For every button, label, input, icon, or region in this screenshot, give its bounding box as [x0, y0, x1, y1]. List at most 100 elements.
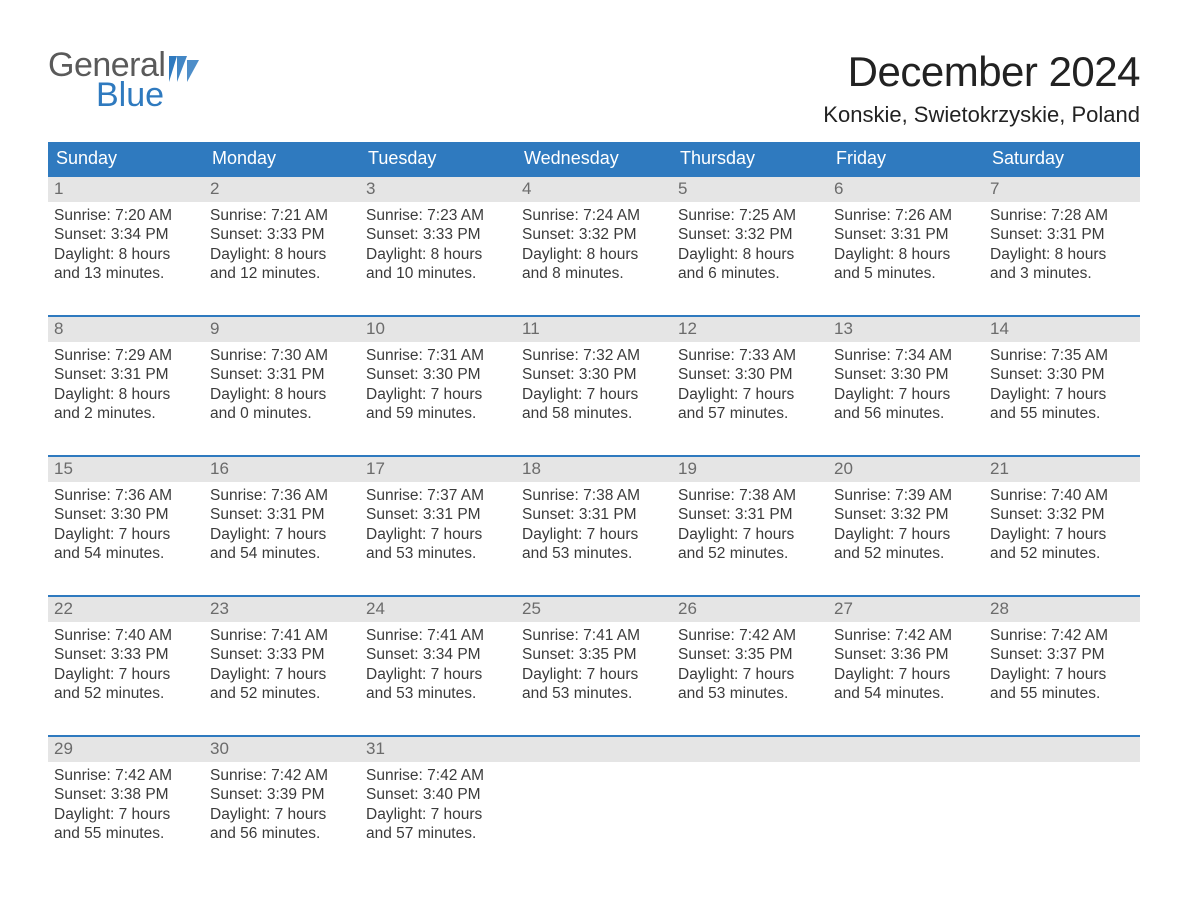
day-detail-line: Daylight: 8 hours	[366, 245, 510, 264]
day-detail-line: Sunrise: 7:32 AM	[522, 346, 666, 365]
day-number: 28	[984, 597, 1140, 622]
day-detail-line: Daylight: 7 hours	[366, 385, 510, 404]
day-detail-line: Sunset: 3:31 PM	[210, 365, 354, 384]
day-details: Sunrise: 7:28 AMSunset: 3:31 PMDaylight:…	[984, 202, 1140, 290]
day-header: Friday	[828, 142, 984, 176]
day-number: 2	[204, 177, 360, 202]
day-detail-line: Daylight: 7 hours	[366, 525, 510, 544]
day-header: Tuesday	[360, 142, 516, 176]
day-detail-line: and 55 minutes.	[54, 824, 198, 843]
day-details: Sunrise: 7:40 AMSunset: 3:32 PMDaylight:…	[984, 482, 1140, 570]
day-header: Wednesday	[516, 142, 672, 176]
day-detail-line: Daylight: 8 hours	[54, 385, 198, 404]
day-detail-line: and 55 minutes.	[990, 684, 1134, 703]
calendar-week-row: 1Sunrise: 7:20 AMSunset: 3:34 PMDaylight…	[48, 176, 1140, 316]
calendar-cell	[828, 736, 984, 876]
page: General Blue December 2024 Konskie, Swie…	[0, 0, 1188, 918]
day-detail-line: Sunrise: 7:41 AM	[210, 626, 354, 645]
calendar-cell: 19Sunrise: 7:38 AMSunset: 3:31 PMDayligh…	[672, 456, 828, 596]
logo: General Blue	[48, 48, 205, 112]
day-details: Sunrise: 7:36 AMSunset: 3:31 PMDaylight:…	[204, 482, 360, 570]
day-number: 21	[984, 457, 1140, 482]
calendar-cell: 25Sunrise: 7:41 AMSunset: 3:35 PMDayligh…	[516, 596, 672, 736]
day-number: 29	[48, 737, 204, 762]
calendar-cell	[672, 736, 828, 876]
day-detail-line: Sunrise: 7:23 AM	[366, 206, 510, 225]
day-number: 26	[672, 597, 828, 622]
day-detail-line: Daylight: 7 hours	[210, 805, 354, 824]
day-detail-line: Sunset: 3:30 PM	[366, 365, 510, 384]
day-detail-line: Sunrise: 7:38 AM	[522, 486, 666, 505]
calendar-cell: 3Sunrise: 7:23 AMSunset: 3:33 PMDaylight…	[360, 176, 516, 316]
day-detail-line: and 53 minutes.	[366, 684, 510, 703]
calendar-cell: 24Sunrise: 7:41 AMSunset: 3:34 PMDayligh…	[360, 596, 516, 736]
day-detail-line: and 10 minutes.	[366, 264, 510, 283]
day-detail-line: and 53 minutes.	[522, 684, 666, 703]
day-detail-line: and 13 minutes.	[54, 264, 198, 283]
day-detail-line: Daylight: 8 hours	[522, 245, 666, 264]
day-detail-line: and 12 minutes.	[210, 264, 354, 283]
day-number: 30	[204, 737, 360, 762]
day-number: 13	[828, 317, 984, 342]
day-detail-line: and 52 minutes.	[990, 544, 1134, 563]
day-details: Sunrise: 7:38 AMSunset: 3:31 PMDaylight:…	[516, 482, 672, 570]
day-number: 18	[516, 457, 672, 482]
day-detail-line: Sunrise: 7:41 AM	[522, 626, 666, 645]
day-detail-line: Sunset: 3:38 PM	[54, 785, 198, 804]
day-detail-line: Sunset: 3:40 PM	[366, 785, 510, 804]
day-detail-line: Sunset: 3:31 PM	[210, 505, 354, 524]
day-number: 4	[516, 177, 672, 202]
day-header: Thursday	[672, 142, 828, 176]
calendar-cell: 16Sunrise: 7:36 AMSunset: 3:31 PMDayligh…	[204, 456, 360, 596]
day-detail-line: and 8 minutes.	[522, 264, 666, 283]
day-details: Sunrise: 7:20 AMSunset: 3:34 PMDaylight:…	[48, 202, 204, 290]
day-detail-line: Sunset: 3:31 PM	[522, 505, 666, 524]
day-detail-line: Sunset: 3:32 PM	[522, 225, 666, 244]
day-details: Sunrise: 7:26 AMSunset: 3:31 PMDaylight:…	[828, 202, 984, 290]
calendar-cell: 11Sunrise: 7:32 AMSunset: 3:30 PMDayligh…	[516, 316, 672, 456]
day-detail-line: Sunset: 3:34 PM	[54, 225, 198, 244]
day-number: 20	[828, 457, 984, 482]
calendar-cell: 20Sunrise: 7:39 AMSunset: 3:32 PMDayligh…	[828, 456, 984, 596]
day-details: Sunrise: 7:41 AMSunset: 3:33 PMDaylight:…	[204, 622, 360, 710]
day-detail-line: Sunset: 3:31 PM	[366, 505, 510, 524]
day-details: Sunrise: 7:32 AMSunset: 3:30 PMDaylight:…	[516, 342, 672, 430]
calendar-cell: 6Sunrise: 7:26 AMSunset: 3:31 PMDaylight…	[828, 176, 984, 316]
day-detail-line: Daylight: 7 hours	[54, 525, 198, 544]
day-detail-line: Sunset: 3:33 PM	[210, 645, 354, 664]
day-detail-line: Sunset: 3:39 PM	[210, 785, 354, 804]
day-detail-line: Sunset: 3:33 PM	[366, 225, 510, 244]
calendar-cell: 4 Sunrise: 7:24 AMSunset: 3:32 PMDaylight…	[516, 176, 672, 316]
day-details: Sunrise: 7:34 AMSunset: 3:30 PMDaylight:…	[828, 342, 984, 430]
day-detail-line: Daylight: 8 hours	[678, 245, 822, 264]
day-detail-line: Sunrise: 7:41 AM	[366, 626, 510, 645]
day-header: Saturday	[984, 142, 1140, 176]
day-details: Sunrise: 7:40 AMSunset: 3:33 PMDaylight:…	[48, 622, 204, 710]
calendar-week-row: 8Sunrise: 7:29 AMSunset: 3:31 PMDaylight…	[48, 316, 1140, 456]
day-detail-line: Daylight: 7 hours	[834, 525, 978, 544]
day-detail-line: Daylight: 7 hours	[366, 665, 510, 684]
day-number: 14	[984, 317, 1140, 342]
day-details: Sunrise: 7:42 AMSunset: 3:38 PMDaylight:…	[48, 762, 204, 850]
calendar-cell: 28Sunrise: 7:42 AMSunset: 3:37 PMDayligh…	[984, 596, 1140, 736]
day-detail-line: and 58 minutes.	[522, 404, 666, 423]
day-detail-line: Sunrise: 7:38 AM	[678, 486, 822, 505]
day-detail-line: Daylight: 7 hours	[522, 665, 666, 684]
day-detail-line: and 52 minutes.	[834, 544, 978, 563]
day-header-row: Sunday Monday Tuesday Wednesday Thursday…	[48, 142, 1140, 176]
day-detail-line: Daylight: 7 hours	[678, 385, 822, 404]
day-detail-line: Sunrise: 7:24 AM	[522, 206, 666, 225]
day-detail-line: and 0 minutes.	[210, 404, 354, 423]
calendar-cell: 9Sunrise: 7:30 AMSunset: 3:31 PMDaylight…	[204, 316, 360, 456]
calendar-cell: 1Sunrise: 7:20 AMSunset: 3:34 PMDaylight…	[48, 176, 204, 316]
calendar-cell	[516, 736, 672, 876]
top-row: General Blue December 2024 Konskie, Swie…	[48, 48, 1140, 128]
calendar-cell: 13Sunrise: 7:34 AMSunset: 3:30 PMDayligh…	[828, 316, 984, 456]
day-detail-line: Sunset: 3:32 PM	[678, 225, 822, 244]
calendar-cell: 18Sunrise: 7:38 AMSunset: 3:31 PMDayligh…	[516, 456, 672, 596]
day-details: Sunrise: 7:39 AMSunset: 3:32 PMDaylight:…	[828, 482, 984, 570]
day-detail-line: Sunrise: 7:25 AM	[678, 206, 822, 225]
day-detail-line: Daylight: 7 hours	[54, 665, 198, 684]
day-detail-line: Sunrise: 7:39 AM	[834, 486, 978, 505]
day-details: Sunrise: 7:21 AMSunset: 3:33 PMDaylight:…	[204, 202, 360, 290]
